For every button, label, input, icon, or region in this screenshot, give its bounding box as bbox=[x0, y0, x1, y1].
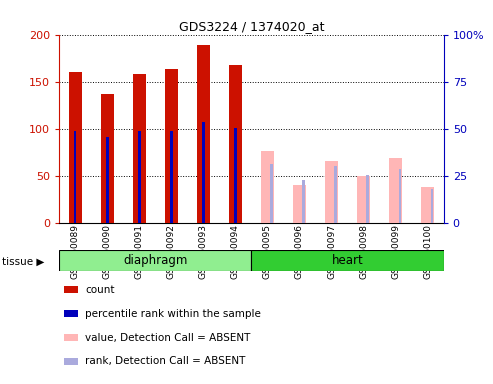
Bar bbox=[357, 176, 370, 223]
Bar bbox=[69, 72, 81, 223]
Bar bbox=[106, 137, 108, 223]
Bar bbox=[389, 158, 402, 223]
Bar bbox=[302, 180, 305, 223]
Bar bbox=[101, 94, 113, 223]
Bar bbox=[421, 187, 434, 223]
Bar bbox=[334, 166, 337, 223]
Bar bbox=[293, 185, 306, 223]
Text: rank, Detection Call = ABSENT: rank, Detection Call = ABSENT bbox=[85, 356, 246, 366]
Bar bbox=[165, 70, 177, 223]
Bar bbox=[261, 151, 274, 223]
Text: heart: heart bbox=[332, 254, 363, 266]
Text: percentile rank within the sample: percentile rank within the sample bbox=[85, 309, 261, 319]
Bar bbox=[325, 161, 338, 223]
Bar bbox=[133, 74, 146, 223]
Text: count: count bbox=[85, 285, 115, 295]
Bar bbox=[197, 45, 210, 223]
Text: value, Detection Call = ABSENT: value, Detection Call = ABSENT bbox=[85, 333, 250, 343]
Title: GDS3224 / 1374020_at: GDS3224 / 1374020_at bbox=[178, 20, 324, 33]
Bar bbox=[366, 175, 369, 223]
Bar bbox=[138, 131, 141, 223]
Bar bbox=[202, 122, 205, 223]
Bar bbox=[229, 65, 242, 223]
Bar bbox=[270, 164, 273, 223]
Text: diaphragm: diaphragm bbox=[123, 254, 187, 266]
Bar bbox=[170, 131, 173, 223]
Bar bbox=[59, 250, 251, 271]
Text: tissue ▶: tissue ▶ bbox=[2, 257, 45, 267]
Bar bbox=[398, 169, 401, 223]
Bar bbox=[251, 250, 444, 271]
Bar bbox=[430, 189, 433, 223]
Bar bbox=[234, 128, 237, 223]
Bar bbox=[74, 131, 76, 223]
